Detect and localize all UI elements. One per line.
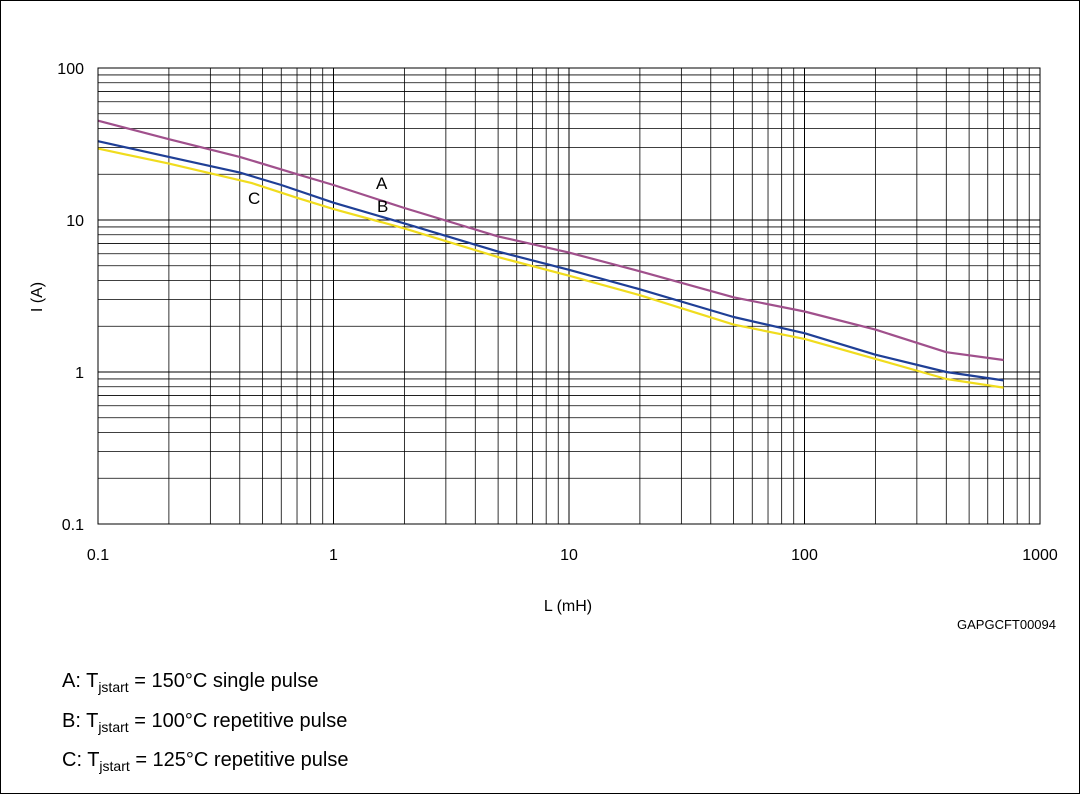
curve-label-c: C: [248, 189, 260, 208]
figure-code: GAPGCFT00094: [957, 617, 1056, 632]
curve-label-a: A: [376, 174, 388, 193]
x-tick-label: 10: [560, 547, 578, 564]
series-lines: [98, 121, 1004, 388]
x-tick-label: 1: [329, 547, 338, 564]
legend-text: = 100°C repetitive pulse: [129, 710, 348, 732]
legend-text: = 125°C repetitive pulse: [130, 749, 349, 771]
x-tick-label: 100: [791, 547, 818, 564]
y-tick-label: 100: [57, 61, 84, 78]
grid: [98, 68, 1040, 524]
y-tick-label: 0.1: [62, 517, 84, 534]
series-line-a: [98, 121, 1004, 360]
legend-subscript: jstart: [98, 719, 128, 735]
x-tick-label: 0.1: [87, 547, 109, 564]
legend-item-c: C: Tjstart = 125°C repetitive pulse: [62, 750, 348, 770]
legend-subscript: jstart: [99, 758, 129, 774]
legend-text: B: T: [62, 710, 98, 732]
y-tick-label: 10: [66, 213, 84, 230]
y-axis-label: I (A): [29, 282, 46, 312]
series-line-b: [98, 141, 1004, 380]
tick-labels: 0.1 1 10 100 1000 0.1 1 10 100: [57, 61, 1058, 564]
legend-text: C: T: [62, 749, 99, 771]
legend-item-a: A: Tjstart = 150°C single pulse: [62, 671, 318, 691]
x-axis-label: L (mH): [544, 598, 592, 615]
legend-subscript: jstart: [98, 679, 128, 695]
y-tick-label: 1: [75, 365, 84, 382]
legend-item-b: B: Tjstart = 100°C repetitive pulse: [62, 711, 347, 731]
x-tick-label: 1000: [1022, 547, 1058, 564]
legend-text: A: T: [62, 670, 98, 692]
curve-label-b: B: [377, 197, 388, 216]
legend-text: = 150°C single pulse: [129, 670, 319, 692]
